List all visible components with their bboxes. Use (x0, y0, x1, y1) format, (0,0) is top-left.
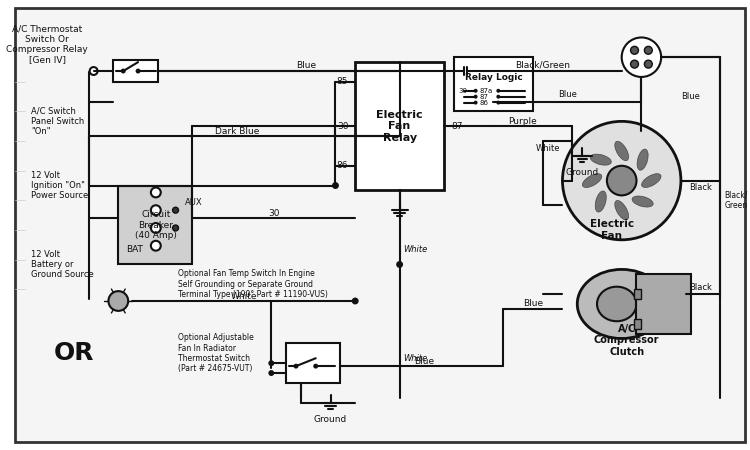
Text: Blue: Blue (558, 90, 577, 99)
Text: 30: 30 (337, 122, 348, 131)
Circle shape (496, 94, 500, 99)
Text: White: White (404, 354, 427, 363)
Text: Circuit
Breaker
(40 Amp): Circuit Breaker (40 Amp) (135, 210, 177, 240)
Circle shape (644, 60, 652, 68)
Text: OR: OR (54, 341, 94, 365)
Text: A/C Thermostat
Switch Or
Compressor Relay
[Gen IV]: A/C Thermostat Switch Or Compressor Rela… (6, 24, 88, 64)
Text: 85: 85 (337, 77, 348, 86)
Circle shape (562, 122, 681, 240)
Text: 87: 87 (479, 94, 488, 100)
Text: Blue: Blue (523, 299, 543, 308)
Circle shape (268, 370, 274, 376)
Circle shape (151, 205, 160, 215)
Bar (454, 57, 532, 112)
Circle shape (151, 241, 160, 251)
Circle shape (172, 207, 178, 213)
Text: Black: Black (689, 283, 712, 292)
Text: BAT: BAT (126, 245, 143, 254)
Circle shape (136, 68, 140, 73)
Text: Black: Black (689, 183, 712, 192)
Text: Electric
Fan: Electric Fan (590, 219, 634, 241)
Circle shape (268, 360, 274, 366)
Text: Optional Adjustable
Fan In Radiator
Thermostat Switch
(Part # 24675-VUT): Optional Adjustable Fan In Radiator Ther… (178, 333, 254, 374)
Ellipse shape (582, 174, 602, 188)
Bar (113, 60, 158, 82)
Ellipse shape (632, 196, 653, 207)
Ellipse shape (637, 149, 648, 170)
Text: White: White (230, 292, 257, 301)
Text: 86: 86 (479, 99, 488, 106)
Text: Blue: Blue (414, 357, 434, 366)
Circle shape (631, 60, 638, 68)
Text: Black/Green: Black/Green (515, 61, 570, 70)
Text: Purple: Purple (509, 117, 537, 126)
Text: Blue: Blue (296, 61, 316, 70)
Circle shape (293, 364, 298, 369)
Circle shape (607, 166, 637, 195)
Text: White: White (404, 245, 427, 254)
Circle shape (631, 46, 638, 54)
Circle shape (109, 291, 128, 311)
Ellipse shape (590, 154, 611, 165)
Text: Relay Logic: Relay Logic (464, 73, 522, 82)
Ellipse shape (578, 270, 666, 338)
Bar (634, 319, 641, 328)
Circle shape (172, 225, 178, 231)
Ellipse shape (641, 174, 661, 188)
Circle shape (496, 89, 500, 93)
Circle shape (644, 46, 652, 54)
Text: A/C Switch
Panel Switch
"On": A/C Switch Panel Switch "On" (32, 107, 85, 136)
Ellipse shape (597, 287, 637, 321)
Text: A/C
Compressor
Clutch: A/C Compressor Clutch (594, 324, 659, 357)
Circle shape (151, 223, 160, 233)
Text: Black/
Green: Black/ Green (724, 191, 748, 210)
Text: 86: 86 (337, 161, 348, 170)
Text: AUX: AUX (185, 198, 203, 207)
Text: 12 Volt
Battery or
Ground Source: 12 Volt Battery or Ground Source (32, 250, 94, 279)
Text: White: White (536, 144, 560, 153)
Circle shape (151, 188, 160, 198)
Text: 12 Volt
Ignition "On"
Power Source: 12 Volt Ignition "On" Power Source (32, 171, 88, 200)
Circle shape (474, 101, 478, 104)
Text: Optional Fan Temp Switch In Engine
Self Grounding or Separate Ground
Terminal Ty: Optional Fan Temp Switch In Engine Self … (178, 269, 328, 299)
Text: 30: 30 (459, 88, 468, 94)
Text: Electric
Fan
Relay: Electric Fan Relay (376, 110, 423, 143)
Circle shape (352, 297, 358, 305)
Circle shape (121, 68, 126, 73)
Text: Ground: Ground (566, 168, 598, 177)
Circle shape (90, 67, 98, 75)
Text: 87: 87 (451, 122, 463, 131)
Text: Dark Blue: Dark Blue (214, 127, 259, 136)
Text: Blue: Blue (681, 92, 700, 101)
Circle shape (496, 101, 500, 104)
Circle shape (314, 364, 318, 369)
Text: 30: 30 (268, 209, 280, 218)
Bar (356, 62, 444, 190)
Circle shape (396, 261, 403, 268)
Text: Ground: Ground (314, 415, 347, 424)
Text: 87a: 87a (479, 88, 493, 94)
Bar (634, 289, 641, 299)
Bar (118, 185, 192, 265)
Ellipse shape (615, 141, 628, 161)
Ellipse shape (615, 200, 628, 220)
Circle shape (622, 37, 662, 77)
Circle shape (474, 89, 478, 93)
Bar (286, 343, 340, 383)
Circle shape (474, 94, 478, 99)
Ellipse shape (596, 191, 606, 212)
Bar (637, 274, 691, 333)
Circle shape (332, 182, 339, 189)
